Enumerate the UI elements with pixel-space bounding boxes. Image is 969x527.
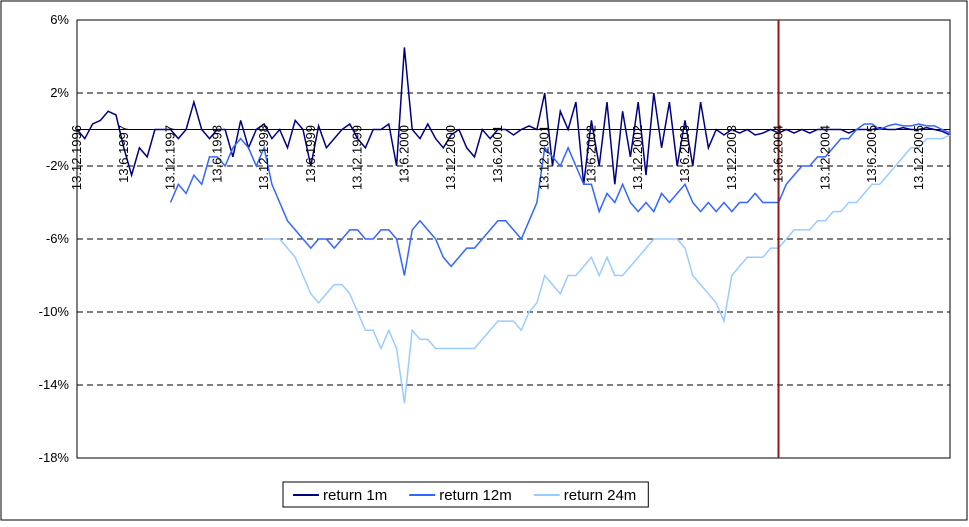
y-tick-label: -6% bbox=[46, 231, 70, 246]
y-tick-label: 2% bbox=[50, 85, 69, 100]
x-tick-label: 13.12.2002 bbox=[630, 125, 645, 190]
x-tick-label: 13.12.2005 bbox=[911, 125, 926, 190]
series-line bbox=[76, 47, 951, 185]
y-tick-label: -14% bbox=[39, 377, 70, 392]
x-tick-label: 13.12.1996 bbox=[69, 125, 84, 190]
x-tick-label: 13.12.1999 bbox=[350, 125, 365, 190]
y-tick-label: 6% bbox=[50, 12, 69, 27]
series-line bbox=[264, 134, 951, 404]
legend-label: return 12m bbox=[439, 487, 512, 504]
x-tick-label: 13.12.1997 bbox=[163, 125, 178, 190]
x-tick-label: 13.6.2002 bbox=[583, 125, 598, 183]
x-tick-label: 13.6.2000 bbox=[396, 125, 411, 183]
legend-label: return 1m bbox=[323, 487, 387, 504]
y-tick-label: -18% bbox=[39, 450, 70, 465]
x-tick-label: 13.12.2001 bbox=[537, 125, 552, 190]
x-tick-label: 13.6.2005 bbox=[864, 125, 879, 183]
legend: return 1m return 12m return 24m bbox=[282, 481, 649, 508]
x-tick-label: 13.6.1997 bbox=[116, 125, 131, 183]
x-tick-label: 13.12.1998 bbox=[256, 125, 271, 190]
x-tick-label: 13.12.2003 bbox=[724, 125, 739, 190]
x-tick-label: 13.12.2004 bbox=[817, 125, 832, 190]
y-tick-label: -2% bbox=[46, 158, 70, 173]
x-tick-label: 13.12.2000 bbox=[443, 125, 458, 190]
legend-box bbox=[282, 481, 649, 508]
x-tick-label: 13.6.1999 bbox=[303, 125, 318, 183]
y-tick-label: -10% bbox=[39, 304, 70, 319]
series-line bbox=[169, 123, 951, 276]
x-tick-label: 13.6.2003 bbox=[677, 125, 692, 183]
x-tick-label: 13.6.2004 bbox=[771, 125, 786, 183]
x-tick-label: 13.6.1998 bbox=[209, 125, 224, 183]
legend-label: return 24m bbox=[564, 487, 637, 504]
x-tick-label: 13.6.2001 bbox=[490, 125, 505, 183]
